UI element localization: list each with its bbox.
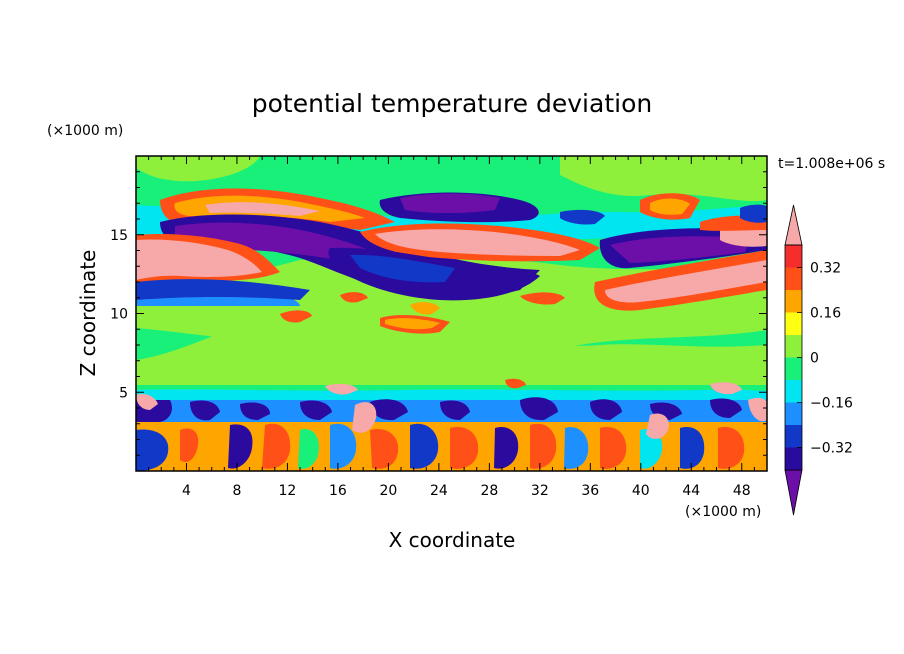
colorbar-swatch (785, 380, 802, 403)
colorbar-label: −0.16 (810, 396, 853, 412)
y-unit-label: (×1000 m) (47, 123, 123, 139)
y-axis-label: Z coordinate (76, 250, 100, 377)
colorbar-label: 0.32 (810, 261, 841, 277)
y-tick-label: 10 (110, 307, 128, 323)
colorbar-swatch (785, 425, 802, 448)
x-tick-label: 48 (733, 483, 751, 499)
x-tick-label: 8 (232, 483, 241, 499)
colorbar-swatch (785, 312, 802, 335)
colorbar-swatch (785, 267, 802, 290)
colorbar: 0.32 0.16 0 −0.16 −0.32 (784, 204, 853, 516)
y-tick-label: 15 (110, 228, 128, 244)
x-tick-label: 24 (430, 483, 448, 499)
colorbar-swatch (785, 357, 802, 380)
x-tick-label: 4 (182, 483, 191, 499)
x-tick-label: 32 (531, 483, 549, 499)
x-tick-label: 40 (632, 483, 650, 499)
colorbar-swatch (785, 245, 802, 268)
x-unit-label: (×1000 m) (685, 504, 761, 520)
colorbar-label: −0.32 (810, 441, 853, 457)
x-tick-label: 12 (279, 483, 297, 499)
colorbar-max-triangle (784, 204, 803, 246)
colorbar-min-triangle (784, 469, 803, 516)
colorbar-swatch (785, 402, 802, 425)
x-axis: 4 8 12 16 20 24 28 32 36 40 44 48 (148, 156, 755, 499)
x-tick-label: 44 (682, 483, 700, 499)
colorbar-label: 0.16 (810, 306, 841, 322)
chart-title: potential temperature deviation (252, 89, 652, 118)
x-tick-label: 16 (329, 483, 347, 499)
x-tick-label: 20 (379, 483, 397, 499)
x-tick-label: 36 (581, 483, 599, 499)
colorbar-swatch (785, 447, 802, 470)
x-axis-label: X coordinate (389, 528, 516, 552)
y-axis: 5 10 15 (110, 171, 767, 456)
time-label: t=1.008e+06 s (778, 156, 885, 172)
x-tick-label: 28 (480, 483, 498, 499)
colorbar-swatch (785, 335, 802, 358)
colorbar-swatch (785, 290, 802, 313)
y-tick-label: 5 (119, 385, 128, 401)
contour-field (136, 156, 767, 471)
colorbar-label: 0 (810, 351, 819, 367)
